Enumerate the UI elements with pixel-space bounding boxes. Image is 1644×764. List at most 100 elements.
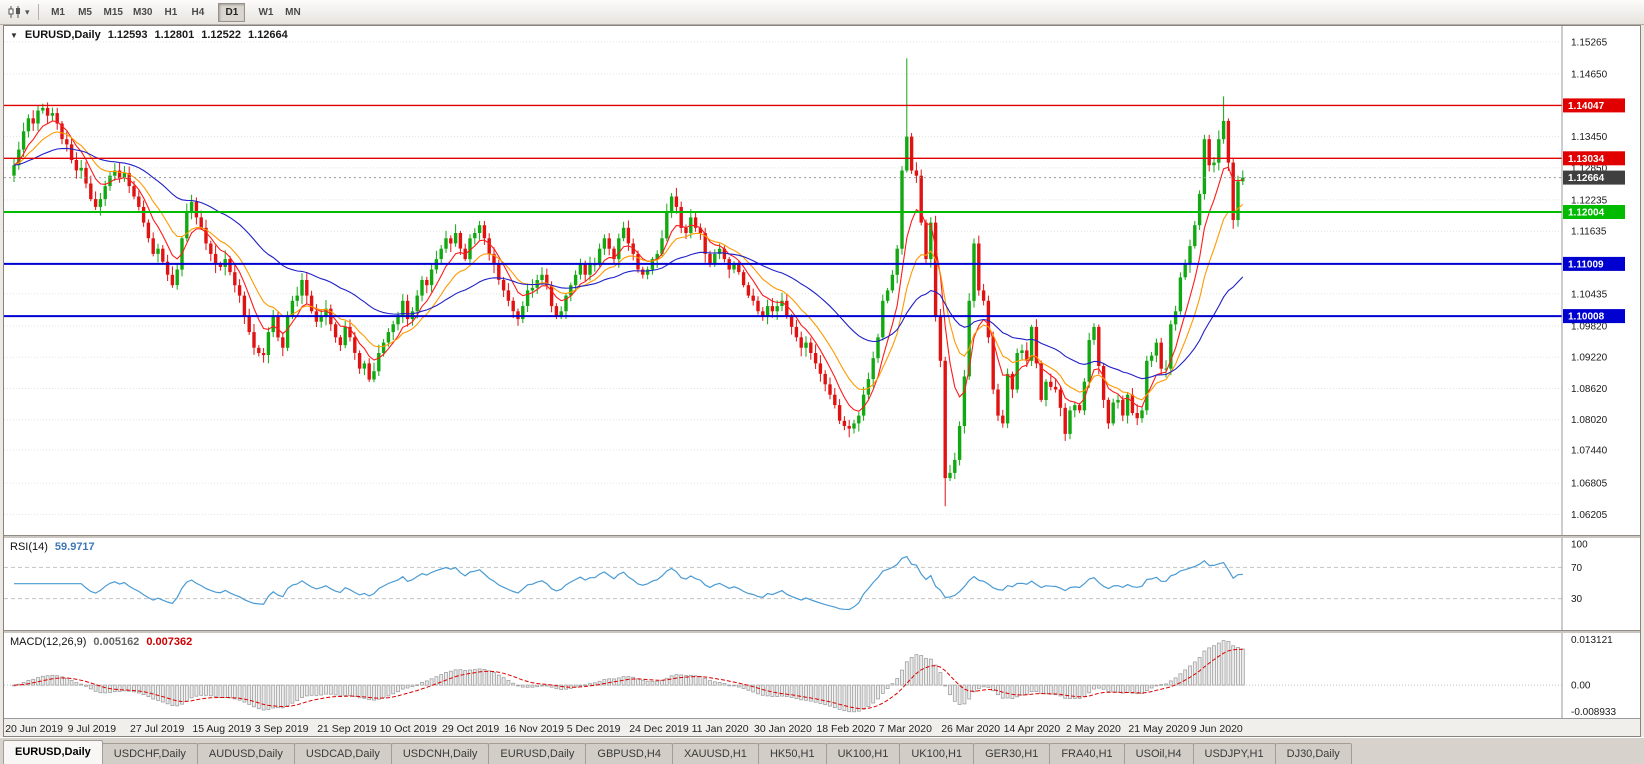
macd-histogram-bar [343, 684, 348, 696]
candle-body [569, 285, 573, 296]
candle-body [506, 290, 511, 301]
timeframe-button-m1[interactable]: M1 [45, 3, 72, 22]
chart-tab-12[interactable]: FRA40,H1 [1049, 743, 1125, 764]
candle-body [276, 316, 280, 338]
macd-histogram-bar [415, 684, 420, 686]
chart-tab-8[interactable]: HK50,H1 [757, 743, 827, 764]
macd-histogram-bar [871, 684, 876, 704]
price-tag[interactable] [1563, 205, 1625, 219]
macd-histogram-bar [218, 684, 223, 698]
candle-body [353, 337, 357, 353]
rsi-chart[interactable]: 100 70 30 [4, 538, 1638, 630]
candle-body [1178, 277, 1183, 312]
panel-divider[interactable] [4, 535, 1640, 538]
chart-tab-1[interactable]: USDCHF,Daily [101, 743, 198, 764]
price-tag[interactable] [1563, 170, 1625, 185]
macd-axis-label: 0.013121 [1571, 635, 1613, 646]
timeframe-button-mn[interactable]: MN [279, 3, 306, 22]
timeframe-button-d1[interactable]: D1 [218, 2, 246, 22]
chart-tab-4[interactable]: USDCNH,Daily [390, 743, 490, 764]
macd-histogram-bar [309, 684, 314, 696]
candle-body [401, 300, 405, 317]
candle-body [1121, 399, 1125, 416]
price-axis-label: 1.09820 [1571, 321, 1608, 332]
chart-tab-0[interactable]: EURUSD,Daily [3, 740, 103, 764]
macd-histogram-bar [712, 681, 717, 686]
macd-histogram-bar [247, 684, 252, 705]
candle-body [761, 311, 765, 317]
candle-body [405, 300, 410, 320]
macd-histogram-bar [578, 684, 583, 687]
macd-histogram-bar [645, 680, 650, 686]
chart-tab-13[interactable]: USOil,H4 [1123, 743, 1194, 764]
candle-body [93, 199, 98, 207]
chart-tab-6[interactable]: GBPUSD,H4 [585, 743, 673, 764]
macd-histogram-bar [684, 675, 688, 686]
panel-divider[interactable] [4, 630, 1640, 633]
chart-tab-2[interactable]: AUDUSD,Daily [196, 743, 295, 764]
macd-histogram-bar [1207, 647, 1212, 686]
macd-histogram-bar [127, 684, 132, 692]
macd-histogram-bar [1058, 684, 1063, 697]
candle-body [530, 287, 535, 291]
timeframe-button-m15[interactable]: M15 [99, 3, 128, 22]
macd-histogram-bar [1125, 684, 1130, 693]
chart-tab-7[interactable]: XAUUSD,H1 [671, 743, 759, 764]
macd-histogram-bar [1029, 684, 1034, 693]
main-chart[interactable]: 1.15265 1.14650 1.13450 1.12850 1.12235 1.116… [4, 26, 1638, 535]
rsi-axis-label: 100 [1571, 540, 1588, 551]
candle-body [1020, 350, 1024, 353]
candle-body [1029, 326, 1034, 361]
macd-histogram-bar [1212, 645, 1216, 686]
candle-body [55, 113, 59, 124]
macd-histogram-bar [765, 684, 770, 697]
chart-tab-14[interactable]: USDJPY,H1 [1192, 743, 1276, 764]
chart-tab-10[interactable]: UK100,H1 [899, 743, 975, 764]
macd-histogram-bar [252, 684, 256, 708]
macd-histogram-bar [626, 676, 631, 686]
macd-histogram-bar [861, 684, 866, 710]
candlestick-chart-icon[interactable] [6, 4, 24, 20]
macd-histogram-bar [396, 684, 400, 693]
ma-line-mid [13, 131, 1244, 401]
macd-histogram-bar [98, 684, 103, 694]
price-tag[interactable] [1563, 256, 1625, 271]
candle-body [756, 300, 760, 312]
price-axis-label: 1.14650 [1571, 69, 1608, 80]
chart-tab-11[interactable]: GER30,H1 [973, 743, 1051, 764]
chart-tab-15[interactable]: DJ30,Daily [1274, 743, 1352, 764]
timeframe-button-m30[interactable]: M30 [128, 3, 157, 22]
macd-histogram-bar [722, 683, 727, 686]
timeframe-button-w1[interactable]: W1 [252, 3, 279, 22]
chart-window: 1.15265 1.14650 1.13450 1.12850 1.12235 1.116… [3, 25, 1641, 737]
macd-histogram-bar [736, 684, 741, 688]
timeframe-button-m5[interactable]: M5 [72, 3, 99, 22]
price-tag[interactable] [1563, 309, 1625, 324]
macd-histogram-bar [223, 684, 228, 698]
price-tag[interactable] [1563, 98, 1625, 113]
macd-histogram-bar [703, 678, 708, 686]
macd-histogram-bar [386, 684, 391, 697]
chart-tab-3[interactable]: USDCAD,Daily [293, 743, 392, 764]
candle-body [564, 295, 568, 312]
candle-body [372, 371, 376, 380]
candle-body [1154, 342, 1159, 356]
macd-histogram-bar [420, 682, 424, 686]
timeframe-button-h4[interactable]: H4 [184, 3, 211, 22]
candle-body [1202, 139, 1207, 194]
chart-tab-5[interactable]: EURUSD,Daily [488, 743, 587, 764]
macd-chart[interactable]: 0.013121 0.00 -0.008933 [4, 633, 1638, 718]
price-tag[interactable] [1563, 151, 1625, 166]
candle-body [151, 238, 155, 254]
candle-body [597, 248, 602, 265]
macd-histogram-bar [938, 672, 943, 686]
chart-tab-9[interactable]: UK100,H1 [825, 743, 901, 764]
macd-histogram-bar [1068, 684, 1072, 699]
chart-type-dropdown-icon[interactable]: ▾ [25, 6, 30, 17]
macd-histogram-bar [904, 661, 909, 686]
date-axis[interactable]: 20 Jun 2019 9 Jul 2019 27 Jul 2019 15 Aug 2… [4, 718, 1640, 736]
macd-histogram-bar [1226, 640, 1231, 686]
timeframe-button-h1[interactable]: H1 [157, 3, 184, 22]
symbol-dropdown-icon[interactable]: ▼ [10, 31, 18, 40]
